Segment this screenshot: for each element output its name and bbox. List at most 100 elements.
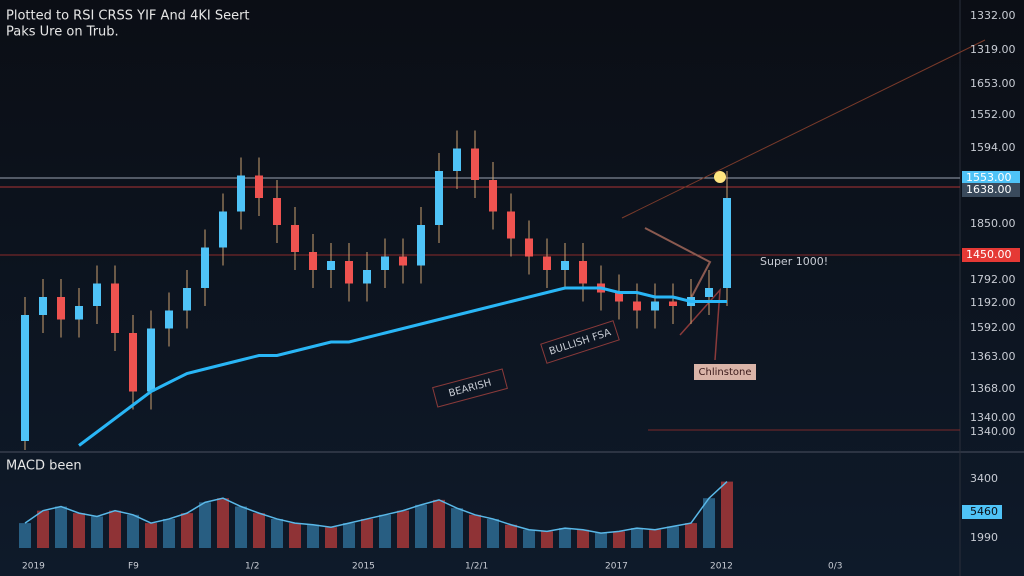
macd-bar <box>433 499 445 548</box>
macd-bar <box>451 508 463 548</box>
x-axis-label: 0/3 <box>828 562 842 572</box>
macd-bar <box>343 523 355 548</box>
macd-bar <box>487 518 499 548</box>
candle-body <box>615 292 623 302</box>
candle-body <box>633 301 641 311</box>
macd-bar <box>109 510 121 548</box>
macd-bar <box>667 526 679 548</box>
candle-body <box>255 175 263 198</box>
macd-bar <box>649 529 661 548</box>
macd-bar <box>307 524 319 548</box>
macd-bar <box>325 527 337 548</box>
price-axis-label: 1368.00 <box>970 382 1016 395</box>
candle-body <box>345 261 353 284</box>
macd-bar <box>73 513 85 548</box>
candle-body <box>471 148 479 180</box>
price-axis-label: 1192.00 <box>970 296 1016 309</box>
annotation-box <box>432 368 508 408</box>
candle-body <box>75 306 83 320</box>
moving-average <box>78 286 727 447</box>
candle-body <box>579 261 587 284</box>
macd-bar <box>631 528 643 548</box>
macd-bar <box>523 529 535 548</box>
macd-bar <box>199 502 211 548</box>
candle-body <box>273 198 281 225</box>
macd-bar <box>685 523 697 548</box>
macd-bar <box>469 514 481 548</box>
candle-body <box>453 148 461 171</box>
macd-bar <box>361 518 373 548</box>
candle-body <box>381 256 389 270</box>
annotation: Super 1000! <box>760 255 828 268</box>
annotation-box <box>540 320 620 364</box>
price-axis-label: 1340.00 <box>970 411 1016 424</box>
price-axis-label: 1363.00 <box>970 350 1016 363</box>
price-axis-label: 1653.00 <box>970 77 1016 90</box>
candle-body <box>147 328 155 392</box>
macd-tag <box>962 505 1002 519</box>
price-axis-label: 1850.00 <box>970 217 1016 230</box>
candle-body <box>507 211 515 239</box>
macd-bar <box>91 516 103 548</box>
candle-body <box>543 256 551 270</box>
price-axis-label: 1340.00 <box>970 425 1016 438</box>
candle-body <box>363 270 371 284</box>
macd-bar <box>595 533 607 548</box>
price-tag-label: 1450.00 <box>966 248 1012 261</box>
macd-bar <box>505 524 517 548</box>
macd-bar <box>37 510 49 548</box>
candle-body <box>525 238 533 257</box>
price-tag <box>962 183 1020 197</box>
candle-body <box>21 315 29 441</box>
candle-body <box>291 225 299 252</box>
candle-body <box>327 261 335 270</box>
price-axis-label: 1592.00 <box>970 321 1016 334</box>
macd-bar <box>559 528 571 548</box>
candle-body <box>435 171 443 225</box>
x-axis-label: 1/2 <box>245 562 259 572</box>
macd-bar <box>253 513 265 548</box>
candle-body <box>165 310 173 329</box>
drawing <box>679 287 721 361</box>
macd-bar <box>19 523 31 548</box>
macd-axis-label: 3400 <box>970 472 998 485</box>
macd-bar <box>721 481 733 548</box>
drawing <box>644 227 712 301</box>
price-tag <box>962 248 1020 262</box>
macd-bar <box>289 523 301 548</box>
macd-bar <box>235 506 247 548</box>
macd-bar <box>163 518 175 548</box>
price-axis-label: 1594.00 <box>970 141 1016 154</box>
candle-body <box>111 283 119 333</box>
price-axis-label: 1319.00 <box>970 43 1016 56</box>
macd-bar <box>541 531 553 548</box>
candle-body <box>183 288 191 311</box>
candle-body <box>237 175 245 212</box>
macd-bar <box>703 498 715 548</box>
macd-axis-label: 5460 <box>970 505 998 518</box>
x-axis-label: F9 <box>128 562 139 572</box>
candle-body <box>417 225 425 266</box>
annotation-box <box>694 364 756 380</box>
x-axis-label: 2015 <box>352 562 375 572</box>
price-tag-label: 1553.00 <box>966 171 1012 184</box>
macd-line <box>24 481 728 534</box>
price-axis-label: 1332.00 <box>970 9 1016 22</box>
x-axis-label: 2019 <box>22 562 45 572</box>
annotation: Chlinstone <box>699 367 752 378</box>
candle-body <box>561 261 569 270</box>
candle-body <box>129 333 137 392</box>
title: Plotted to RSI CRSS YIF And 4KI Seert <box>6 9 250 24</box>
candle-body <box>399 256 407 266</box>
subtitle: Paks Ure on Trub. <box>6 25 119 40</box>
candle-body <box>309 252 317 270</box>
macd-bar <box>271 518 283 548</box>
macd-bar <box>397 510 409 548</box>
x-axis-label: 2017 <box>605 562 628 572</box>
macd-bar <box>217 498 229 548</box>
macd-bar <box>613 531 625 548</box>
candle-body <box>489 180 497 212</box>
candle-body <box>651 301 659 311</box>
